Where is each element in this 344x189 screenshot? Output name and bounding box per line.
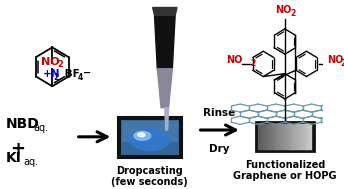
Text: NO: NO bbox=[41, 57, 60, 67]
Text: 2: 2 bbox=[291, 9, 296, 18]
Text: NO: NO bbox=[275, 5, 291, 15]
Text: 2: 2 bbox=[340, 59, 344, 68]
Text: Rinse: Rinse bbox=[203, 108, 235, 118]
Text: 2: 2 bbox=[53, 73, 58, 82]
Text: Functionalized: Functionalized bbox=[245, 160, 325, 170]
Polygon shape bbox=[157, 69, 172, 108]
Text: (few seconds): (few seconds) bbox=[111, 177, 188, 187]
Text: NO: NO bbox=[327, 55, 343, 65]
Text: KI: KI bbox=[6, 151, 21, 165]
Text: +: + bbox=[10, 140, 25, 158]
Polygon shape bbox=[154, 15, 175, 69]
Ellipse shape bbox=[130, 129, 170, 150]
Ellipse shape bbox=[138, 133, 145, 137]
Text: NBD: NBD bbox=[6, 117, 39, 131]
Text: +N: +N bbox=[43, 69, 61, 79]
Text: NO: NO bbox=[226, 55, 243, 65]
Polygon shape bbox=[153, 8, 177, 15]
Text: Graphene or HOPG: Graphene or HOPG bbox=[233, 171, 337, 181]
FancyBboxPatch shape bbox=[121, 120, 179, 155]
Text: 2: 2 bbox=[250, 59, 256, 68]
Text: Dry: Dry bbox=[209, 144, 229, 154]
Text: BF: BF bbox=[61, 69, 79, 79]
Text: aq.: aq. bbox=[23, 157, 38, 167]
FancyBboxPatch shape bbox=[256, 122, 314, 151]
Text: 4: 4 bbox=[78, 73, 83, 82]
Text: −: − bbox=[83, 68, 92, 78]
Text: aq.: aq. bbox=[33, 123, 49, 133]
Polygon shape bbox=[165, 108, 169, 130]
Text: 2: 2 bbox=[58, 60, 64, 69]
FancyBboxPatch shape bbox=[122, 121, 178, 142]
FancyBboxPatch shape bbox=[118, 117, 182, 158]
Text: Dropcasting: Dropcasting bbox=[117, 166, 183, 176]
Ellipse shape bbox=[134, 132, 151, 140]
